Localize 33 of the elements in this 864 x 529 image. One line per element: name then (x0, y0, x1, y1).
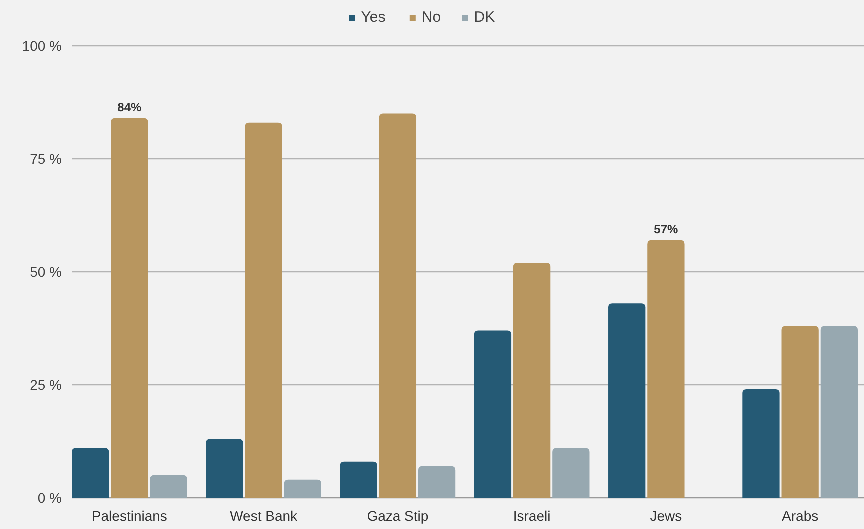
data-label: 84% (118, 100, 142, 114)
y-tick-label: 0 % (38, 490, 62, 506)
bar (418, 466, 456, 498)
x-tick-label: Arabs (782, 508, 819, 524)
bar (206, 439, 244, 498)
bar (820, 326, 858, 498)
bar (474, 330, 512, 498)
bar (782, 326, 819, 498)
legend-label: No (422, 9, 442, 26)
x-tick-label: Gaza Stip (367, 508, 429, 524)
bar (379, 114, 417, 498)
legend-label: Yes (361, 9, 386, 26)
x-tick-label: Israeli (513, 508, 551, 524)
legend-label: DK (474, 9, 496, 26)
bar (552, 448, 590, 498)
bar (72, 448, 110, 498)
x-tick-label: West Bank (230, 508, 299, 524)
x-tick-label: Jews (650, 508, 682, 524)
bar (245, 122, 282, 498)
bar (284, 480, 322, 498)
bar (340, 462, 378, 498)
y-tick-label: 25 % (30, 376, 62, 393)
bar (742, 390, 780, 498)
bar (608, 304, 646, 498)
bar (150, 475, 188, 498)
bar (513, 262, 551, 498)
data-label: 57% (654, 222, 679, 236)
y-tick-label: 75 % (30, 150, 62, 167)
x-tick-label: Palestinians (92, 508, 168, 524)
bar (111, 118, 148, 498)
bar (648, 240, 685, 498)
y-tick-label: 100 % (22, 38, 62, 54)
y-tick-label: 50 % (30, 264, 62, 280)
